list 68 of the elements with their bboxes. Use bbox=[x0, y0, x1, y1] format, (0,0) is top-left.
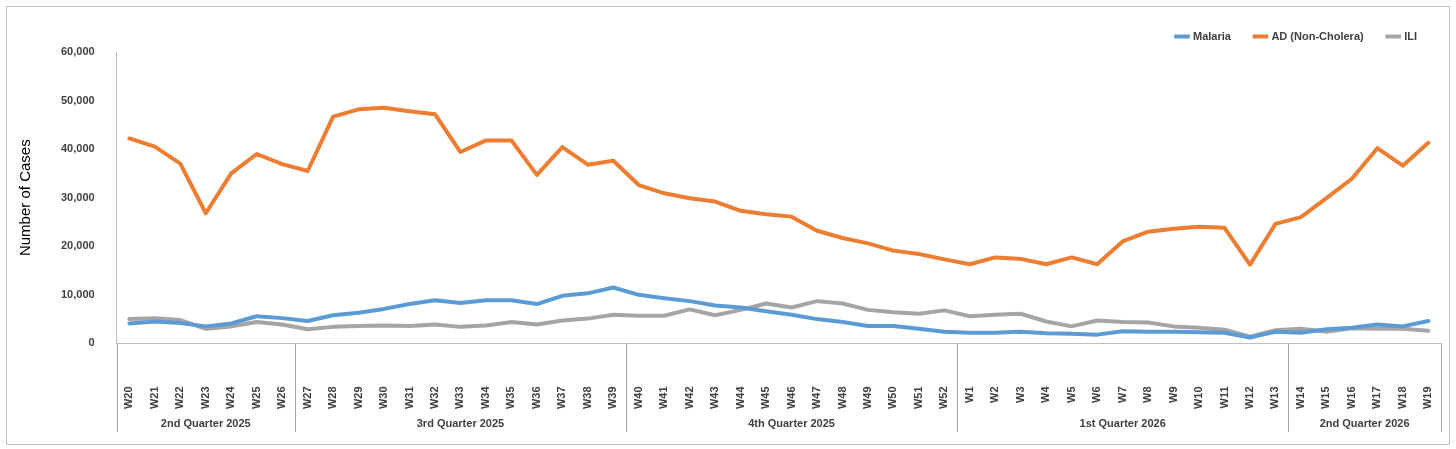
text: 2nd Quarter 2026 bbox=[1319, 417, 1410, 430]
x-tick-label: W1 bbox=[962, 386, 975, 403]
x-tick-label: W32 bbox=[428, 386, 441, 410]
x-tick-label: W26 bbox=[275, 386, 288, 410]
x-tick-label: W41 bbox=[657, 386, 670, 410]
legend-label: ILI bbox=[1404, 29, 1418, 42]
x-tick-label: W24 bbox=[224, 385, 237, 410]
x-tick-label: W20 bbox=[122, 386, 135, 410]
x-tick-label: W35 bbox=[504, 386, 517, 410]
x-tick-label: W38 bbox=[580, 386, 593, 410]
text: 4th Quarter 2025 bbox=[748, 417, 835, 430]
y-tick-label: 10,000 bbox=[60, 287, 95, 300]
x-tick-label: W5 bbox=[1064, 386, 1077, 403]
x-tick-label: W30 bbox=[377, 386, 390, 410]
y-tick-label: 30,000 bbox=[60, 190, 95, 203]
x-tick-label: W48 bbox=[835, 386, 848, 410]
x-tick-label: W8 bbox=[1141, 386, 1154, 403]
x-tick-label: W45 bbox=[759, 386, 772, 410]
x-tick-label: W13 bbox=[1268, 386, 1281, 410]
x-tick-label: W52 bbox=[937, 386, 950, 410]
y-axis-title: Number of Cases bbox=[16, 139, 34, 257]
x-tick-label: W19 bbox=[1421, 386, 1434, 410]
x-tick-label: W43 bbox=[708, 386, 721, 410]
legend-label: AD (Non-Cholera) bbox=[1271, 29, 1365, 42]
x-tick-label: W42 bbox=[682, 386, 695, 410]
x-tick-label: W50 bbox=[886, 386, 899, 410]
y-tick-label: 0 bbox=[88, 336, 95, 349]
x-tick-label: W10 bbox=[1192, 386, 1205, 410]
x-tick-label: W23 bbox=[198, 386, 211, 410]
x-tick-label: W25 bbox=[249, 386, 262, 410]
x-tick-label: W4 bbox=[1039, 385, 1052, 403]
x-tick-label: W6 bbox=[1090, 386, 1103, 403]
x-tick-label: W28 bbox=[326, 386, 339, 410]
x-tick-label: W7 bbox=[1115, 386, 1128, 403]
x-tick-label: W40 bbox=[631, 386, 644, 410]
text: 2nd Quarter 2025 bbox=[160, 417, 251, 430]
x-tick-label: W22 bbox=[173, 386, 186, 410]
x-tick-label: W37 bbox=[555, 386, 568, 410]
x-tick-label: W36 bbox=[529, 386, 542, 410]
x-tick-label: W3 bbox=[1013, 386, 1026, 403]
x-tick-label: W33 bbox=[453, 386, 466, 410]
x-tick-label: W44 bbox=[733, 385, 746, 410]
x-tick-label: W11 bbox=[1217, 386, 1230, 409]
x-tick-label: W39 bbox=[606, 386, 619, 410]
legend-label: Malaria bbox=[1192, 29, 1232, 42]
x-tick-label: W46 bbox=[784, 386, 797, 410]
x-tick-label: W12 bbox=[1243, 386, 1256, 410]
x-tick-label: W9 bbox=[1166, 386, 1179, 403]
x-tick-label: W34 bbox=[478, 385, 491, 410]
y-tick-label: 40,000 bbox=[60, 142, 95, 155]
text: 1st Quarter 2026 bbox=[1079, 417, 1166, 430]
x-tick-label: W21 bbox=[147, 386, 160, 410]
text: 3rd Quarter 2025 bbox=[416, 417, 505, 430]
x-tick-label: W29 bbox=[351, 386, 364, 410]
x-tick-label: W51 bbox=[911, 386, 924, 410]
y-tick-label: 50,000 bbox=[60, 93, 95, 106]
x-tick-label: W15 bbox=[1319, 386, 1332, 410]
x-tick-label: W14 bbox=[1293, 385, 1306, 410]
x-tick-label: W31 bbox=[402, 386, 415, 410]
x-tick-label: W47 bbox=[810, 386, 823, 410]
x-tick-label: W27 bbox=[300, 386, 313, 410]
x-tick-label: W16 bbox=[1344, 386, 1357, 410]
x-tick-label: W17 bbox=[1370, 386, 1383, 410]
y-tick-label: 20,000 bbox=[60, 239, 95, 252]
x-tick-label: W18 bbox=[1395, 386, 1408, 410]
x-tick-label: W2 bbox=[988, 386, 1001, 403]
y-tick-label: 60,000 bbox=[60, 45, 95, 58]
x-tick-label: W49 bbox=[860, 386, 873, 410]
